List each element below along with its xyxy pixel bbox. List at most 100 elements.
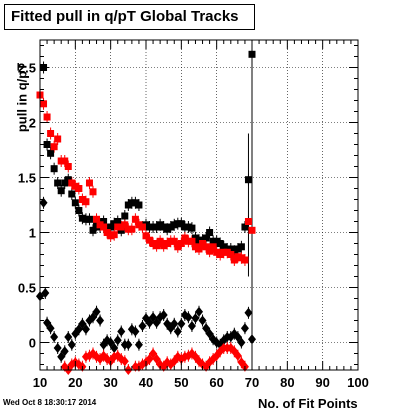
data-point-square — [78, 196, 86, 203]
data-point-square — [163, 240, 171, 247]
data-point-square — [209, 237, 217, 245]
data-point-square — [170, 237, 178, 245]
y-tick-label: 2.5 — [18, 61, 36, 76]
data-point-square — [121, 221, 129, 229]
data-point-square — [160, 223, 168, 231]
data-point-square — [248, 226, 256, 234]
y-tick-label: 0.5 — [18, 281, 36, 296]
data-point-diamond — [96, 315, 105, 326]
data-point-square — [50, 165, 58, 173]
data-points — [36, 50, 256, 375]
data-point-square — [103, 229, 111, 236]
data-point-diamond — [195, 306, 203, 317]
data-point-square — [47, 130, 55, 137]
data-point-diamond — [191, 313, 200, 324]
data-point-square — [89, 226, 97, 234]
data-point-square — [85, 215, 93, 223]
data-point-square — [75, 185, 83, 192]
data-point-square — [191, 234, 199, 242]
data-point-square — [206, 229, 214, 236]
data-point-square — [107, 223, 115, 231]
x-tick-label: 20 — [68, 375, 82, 390]
data-point-diamond — [198, 315, 207, 326]
data-point-square — [206, 247, 214, 255]
data-point-square — [114, 218, 122, 225]
data-point-diamond — [41, 288, 50, 298]
data-point-square — [146, 236, 154, 244]
data-point-square — [135, 221, 143, 229]
y-tick-labels: 0 0.5 1 1.5 2 2.5 — [18, 61, 36, 351]
data-point-square — [234, 253, 242, 261]
data-point-diamond — [170, 318, 179, 329]
data-point-diamond — [113, 335, 122, 346]
x-tick-label: 10 — [33, 375, 47, 390]
data-point-diamond — [177, 318, 186, 329]
data-point-square — [174, 243, 182, 251]
data-point-diamond — [39, 197, 48, 208]
data-point-diamond — [46, 323, 55, 334]
data-point-square — [213, 248, 221, 256]
x-tick-label: 60 — [209, 375, 223, 390]
data-point-square — [71, 182, 79, 190]
data-point-square — [244, 218, 252, 225]
data-point-square — [114, 223, 122, 231]
data-point-square — [50, 143, 58, 151]
data-point-square — [153, 223, 161, 231]
data-point-square — [128, 199, 136, 207]
data-point-square — [184, 237, 192, 245]
data-point-square — [177, 220, 185, 228]
data-point-square — [100, 218, 108, 225]
data-point-diamond — [67, 339, 76, 350]
data-point-square — [110, 231, 118, 239]
data-point-square — [181, 234, 189, 242]
data-point-square — [160, 242, 168, 250]
data-point-square — [47, 149, 55, 157]
data-point-square — [237, 254, 245, 262]
data-point-square — [61, 179, 69, 187]
data-point-square — [57, 157, 65, 165]
data-point-diamond — [173, 326, 182, 337]
data-point-square — [202, 234, 210, 242]
data-point-square — [43, 141, 51, 148]
data-point-diamond — [237, 337, 246, 348]
data-point-square — [149, 223, 157, 231]
data-point-square — [199, 240, 207, 247]
data-point-square — [177, 240, 185, 247]
data-point-square — [142, 221, 150, 229]
data-point-square — [64, 176, 72, 184]
data-point-square — [244, 176, 252, 184]
data-point-square — [71, 199, 79, 207]
data-point-square — [202, 243, 210, 251]
data-point-diamond — [60, 346, 69, 357]
y-axis-label: pull in q/pT — [14, 62, 30, 133]
data-point-square — [170, 221, 178, 229]
data-point-square — [220, 248, 228, 256]
data-point-square — [124, 225, 132, 233]
data-point-square — [156, 237, 164, 245]
data-point-square — [142, 232, 150, 240]
data-point-square — [174, 220, 182, 228]
data-point-square — [241, 223, 249, 231]
data-point-square — [96, 221, 104, 229]
data-point-square — [227, 245, 235, 253]
timestamp: Wed Oct 8 18:30:17 2014 — [3, 398, 97, 407]
data-point-square — [195, 236, 203, 244]
data-point-diamond — [131, 326, 140, 337]
data-point-square — [78, 214, 86, 222]
plot-frame — [39, 39, 359, 371]
data-point-square — [167, 237, 175, 245]
data-point-square — [135, 201, 143, 209]
data-point-square — [40, 100, 48, 108]
data-point-square — [220, 243, 228, 251]
data-point-square — [188, 224, 196, 232]
data-point-square — [146, 223, 154, 231]
data-point-diamond — [120, 356, 129, 367]
data-point-diamond — [138, 321, 147, 331]
data-point-square — [216, 240, 224, 247]
data-point-square — [149, 240, 157, 247]
data-point-square — [248, 50, 256, 58]
y-tick-label: 2 — [29, 116, 36, 131]
data-point-square — [54, 179, 62, 187]
data-point-square — [61, 157, 69, 165]
